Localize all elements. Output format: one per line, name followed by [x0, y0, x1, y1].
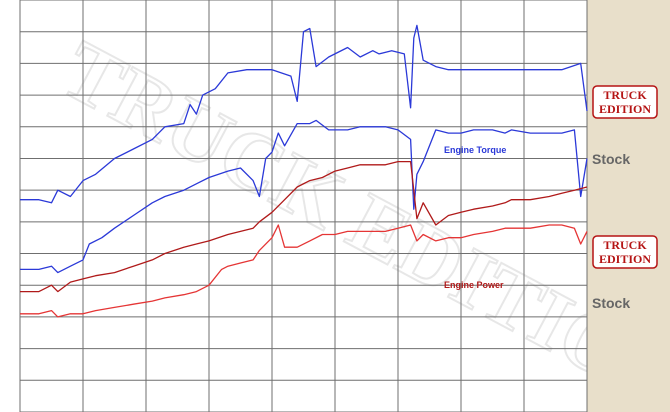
engine-torque-label: Engine Torque	[444, 145, 506, 155]
badge-line-2: EDITION	[599, 102, 651, 116]
series-lines	[20, 24, 588, 318]
grid-lines	[19, 0, 588, 412]
series-line-engine-power-stock	[20, 224, 588, 318]
series-line-engine-power-truck-edition	[20, 160, 588, 293]
series-line-engine-torque-truck-edition	[20, 24, 588, 204]
stock-label-top: Stock	[592, 151, 630, 167]
badge-border	[592, 235, 658, 269]
badge-border	[592, 85, 658, 119]
series-line-engine-torque-stock	[20, 119, 588, 274]
engine-power-label: Engine Power	[444, 280, 504, 290]
badge-truck-edition-top: TRUCK EDITION	[592, 85, 658, 119]
badge-line-2: EDITION	[599, 252, 651, 266]
stock-label-bottom: Stock	[592, 295, 630, 311]
badge-line-1: TRUCK	[603, 238, 647, 252]
badge-truck-edition-bottom: TRUCK EDITION	[592, 235, 658, 269]
side-panel	[587, 0, 670, 412]
badge-line-1: TRUCK	[603, 88, 647, 102]
